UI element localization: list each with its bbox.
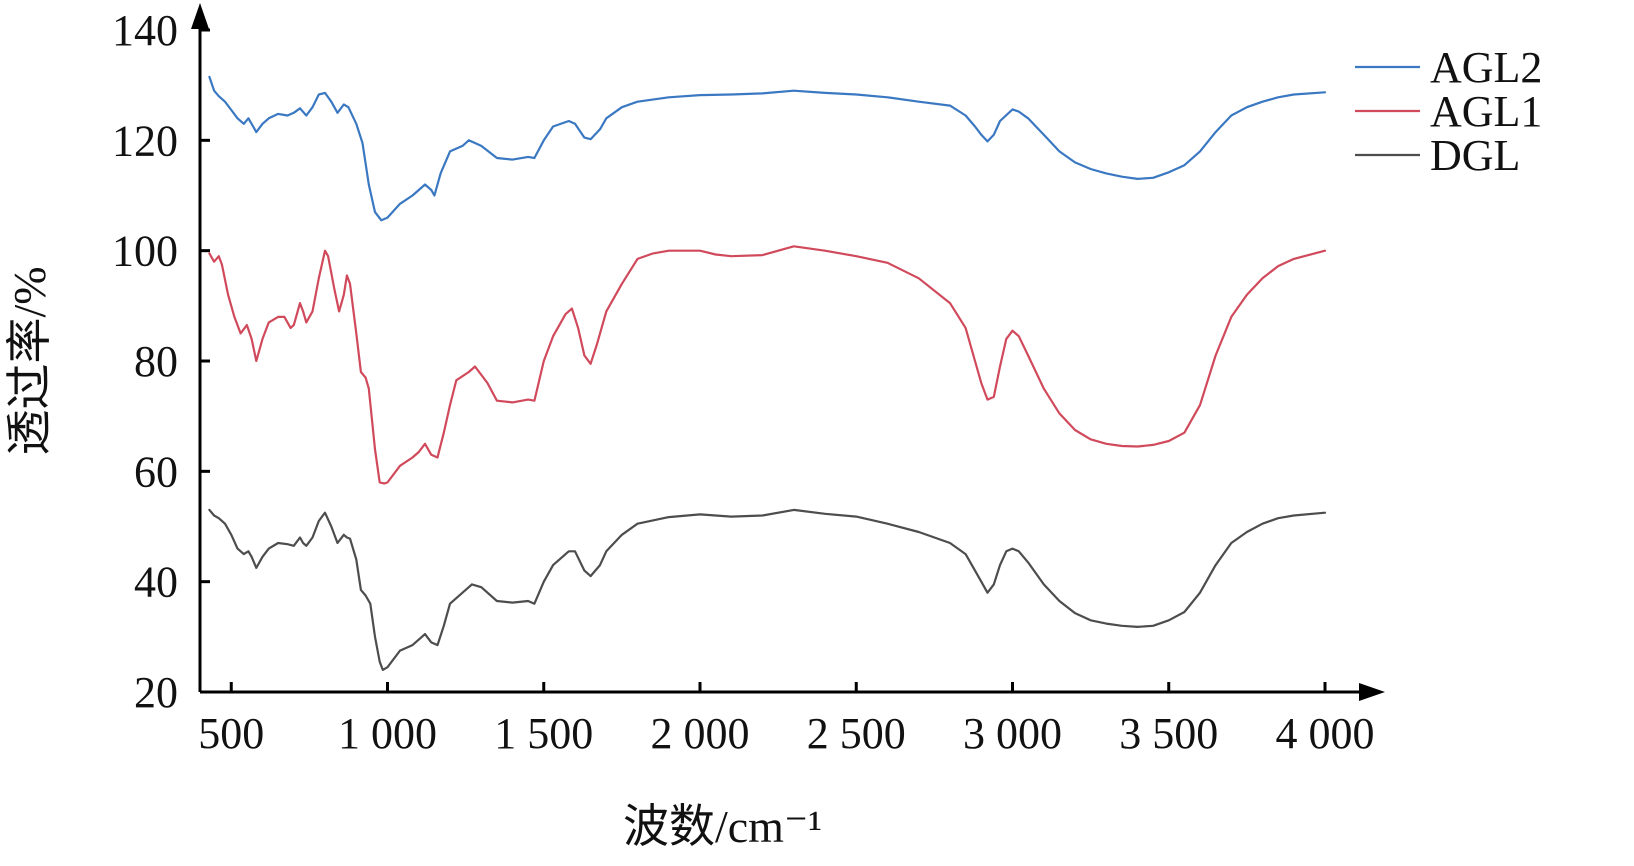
series-line-dgl — [208, 508, 1327, 671]
y-tick-label: 120 — [112, 116, 178, 165]
y-tick-label: 20 — [134, 668, 178, 717]
x-tick-label: 1 000 — [338, 709, 437, 758]
y-axis-title: 透过率/% — [4, 266, 55, 455]
x-axis-ticks: 500 1 000 1 500 2 000 2 500 3 000 3 500 4 000 — [198, 682, 1375, 758]
x-tick-label: 2 500 — [807, 709, 906, 758]
y-tick-label: 40 — [134, 558, 178, 607]
x-axis-title: 波数/cm⁻¹ — [623, 801, 822, 852]
x-tick-label: 4 000 — [1276, 709, 1375, 758]
y-tick-label: 140 — [112, 6, 178, 55]
y-tick-label: 80 — [134, 337, 178, 386]
legend-label-dgl: DGL — [1430, 131, 1520, 180]
series-line-agl2 — [208, 75, 1327, 222]
axes — [191, 3, 1385, 701]
x-tick-label: 3 000 — [963, 709, 1062, 758]
x-tick-label: 1 500 — [494, 709, 593, 758]
x-tick-label: 500 — [198, 709, 264, 758]
x-tick-label: 2 000 — [651, 709, 750, 758]
y-axis-arrowhead — [191, 3, 209, 29]
x-tick-label: 3 500 — [1119, 709, 1218, 758]
series-line-agl1 — [208, 245, 1327, 485]
y-tick-label: 60 — [134, 447, 178, 496]
y-axis-ticks: 20 40 60 80 100 120 140 — [112, 6, 210, 717]
y-tick-label: 100 — [112, 227, 178, 276]
x-axis-arrowhead — [1359, 683, 1385, 701]
legend-label-agl2: AGL2 — [1430, 43, 1542, 92]
legend-label-agl1: AGL1 — [1430, 87, 1542, 136]
series-lines — [208, 75, 1327, 671]
